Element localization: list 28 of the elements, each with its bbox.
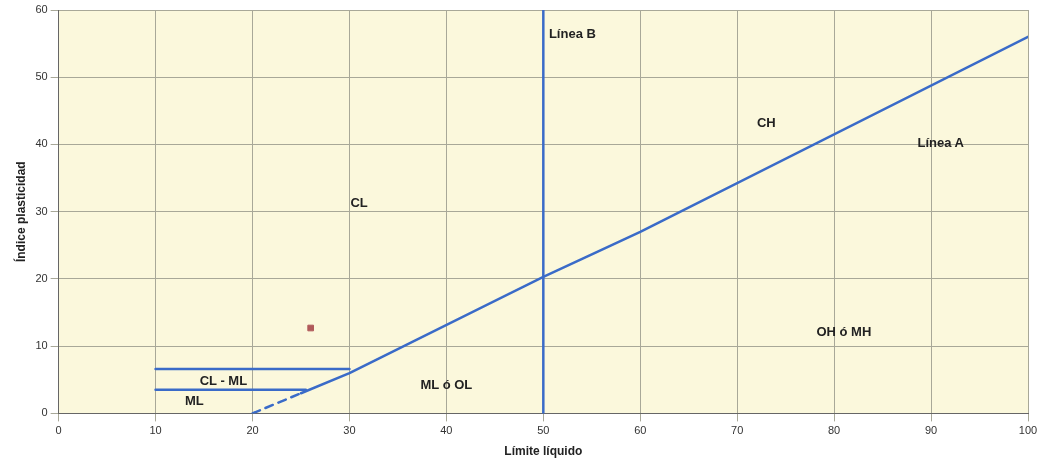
x-tick-label: 60	[634, 424, 647, 437]
x-tick-label: 20	[246, 424, 259, 437]
annotation: CH	[756, 114, 776, 130]
y-tick-label: 60	[35, 3, 48, 16]
y-tick-label: 30	[35, 204, 48, 217]
annotation: CL - ML	[199, 372, 248, 388]
x-axis-title: Límite líquido	[504, 444, 583, 459]
y-tick-label: 50	[35, 70, 48, 83]
annotation: OH ó MH	[816, 324, 872, 340]
x-tick-label: 50	[537, 424, 550, 437]
y-tick-label: 0	[41, 406, 48, 419]
y-axis-title: Índice plasticidad	[12, 161, 28, 263]
y-tick-label: 40	[35, 137, 48, 150]
x-tick-label: 30	[343, 424, 356, 437]
x-tick-label: 0	[55, 424, 62, 437]
annotation: ML	[184, 392, 204, 408]
y-tick-label: 10	[35, 339, 48, 352]
x-tick-label: 80	[828, 424, 841, 437]
annotation: ML ó OL	[420, 376, 473, 392]
x-tick-label: 70	[731, 424, 744, 437]
x-tick-label: 10	[149, 424, 162, 437]
x-tick-label: 40	[440, 424, 453, 437]
annotation: CL	[350, 195, 368, 211]
annotation: Línea B	[548, 25, 596, 41]
x-tick-label: 90	[924, 424, 938, 437]
y-tick-label: 20	[35, 271, 48, 284]
annotation: Línea A	[917, 134, 965, 150]
x-tick-label: 100	[1018, 424, 1038, 437]
